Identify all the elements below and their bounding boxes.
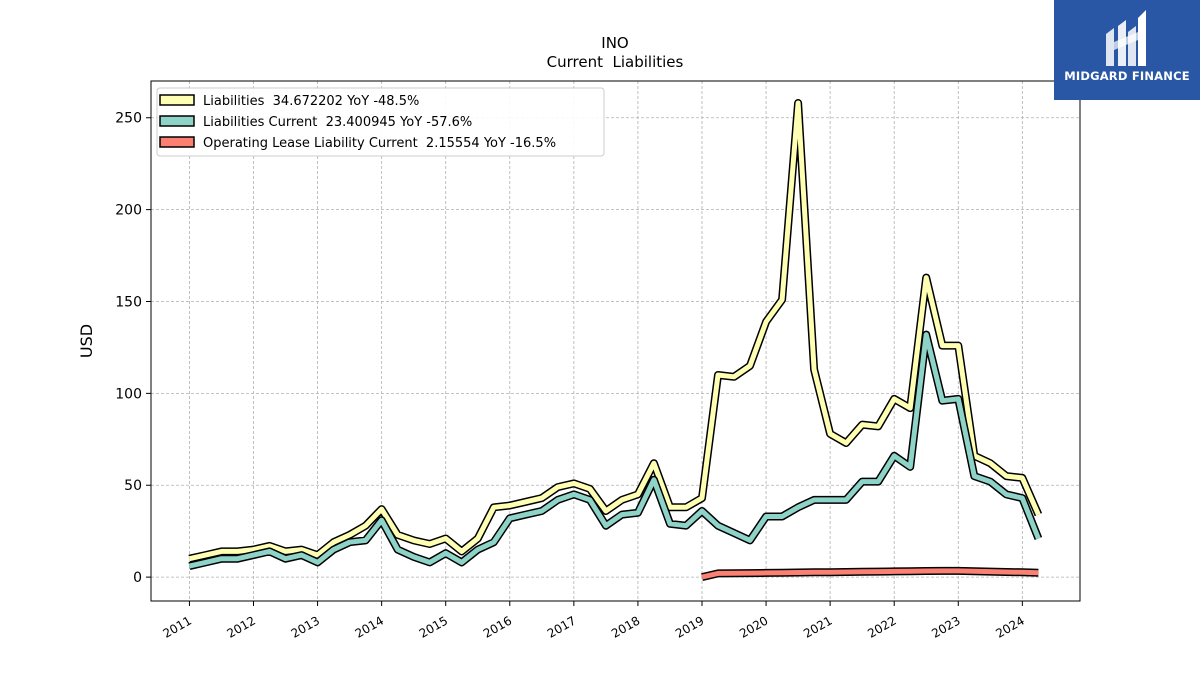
- legend-box: [156, 87, 605, 157]
- x-tick-label: 2012: [225, 613, 258, 640]
- series-line-0: [188, 100, 1041, 562]
- y-axis-label: USD: [77, 324, 96, 358]
- legend-swatch: [159, 136, 195, 148]
- legend-swatch: [159, 115, 195, 127]
- x-tick-label: 2016: [481, 613, 514, 640]
- series-line-2: [701, 568, 1039, 580]
- grid-lines: [151, 81, 1080, 601]
- brand-logo: MIDGARD FINANCE: [1054, 0, 1200, 100]
- x-tick-label: 2015: [417, 613, 450, 640]
- legend: Liabilities 34.672202 YoY -48.5% Liabilit…: [156, 87, 605, 157]
- x-tick-label: 2023: [929, 613, 962, 640]
- x-tick-label: 2020: [737, 613, 770, 640]
- legend-swatch: [159, 94, 195, 106]
- x-tick-label: 2021: [801, 613, 834, 640]
- y-tick-label: 0: [133, 570, 142, 586]
- x-tick-label: 2017: [545, 613, 578, 640]
- x-tick-label: 2024: [993, 613, 1026, 640]
- x-tick-label: 2014: [353, 613, 386, 640]
- y-tick-label: 100: [115, 386, 142, 402]
- legend-label: Operating Lease Liability Current 2.1555…: [203, 136, 556, 151]
- series-layer: [188, 99, 1043, 581]
- chart-subtitle: Current Liabilities: [547, 53, 684, 71]
- x-tick-label: 2013: [289, 613, 322, 640]
- legend-label: Liabilities 34.672202 YoY -48.5%: [203, 94, 419, 109]
- series-line-1: [188, 332, 1041, 569]
- chart-title: INO: [601, 34, 628, 52]
- legend-label: Liabilities Current 23.400945 YoY -57.6%: [203, 115, 472, 130]
- y-tick-label: 250: [115, 111, 142, 127]
- series-outline-0: [188, 99, 1043, 563]
- y-tick-label: 150: [115, 294, 142, 310]
- y-axis: 0 50 100 150 200 250: [115, 111, 151, 586]
- y-tick-label: 50: [124, 478, 142, 494]
- plot-frame: [150, 80, 1081, 602]
- y-tick-label: 200: [115, 203, 142, 219]
- midgard-logo-icon: [1106, 10, 1146, 66]
- x-tick-label: 2022: [865, 613, 898, 640]
- brand-name: MIDGARD FINANCE: [1064, 69, 1190, 83]
- x-tick-label: 2018: [609, 613, 642, 640]
- x-axis: 2011 2012 2013 2014 2015 2016 2017 2018 2019 2020…: [160, 601, 1027, 641]
- x-tick-label: 2011: [160, 613, 193, 640]
- x-tick-label: 2019: [673, 613, 706, 640]
